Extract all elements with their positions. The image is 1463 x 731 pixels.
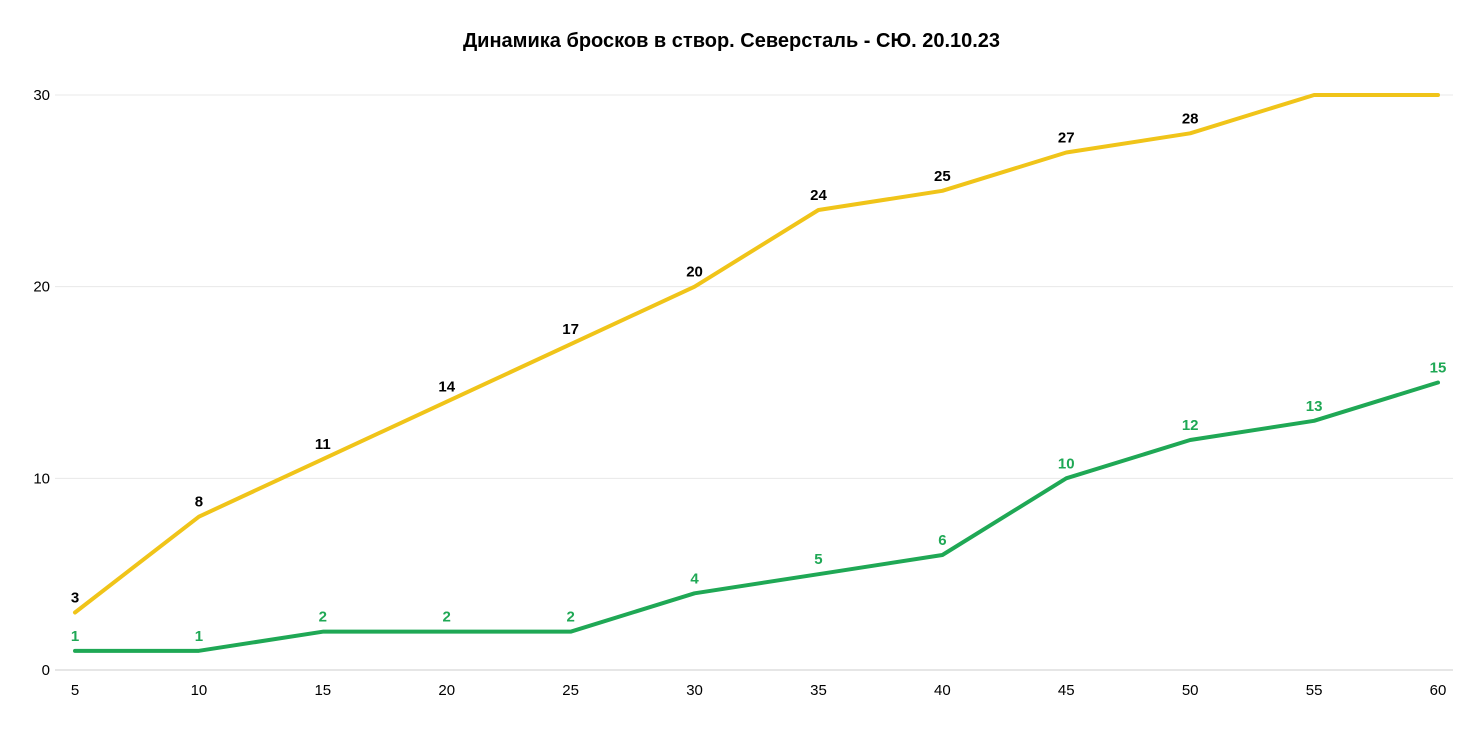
data-label: 10 [1058, 455, 1075, 472]
x-axis-label: 10 [191, 682, 208, 699]
data-label: 12 [1182, 417, 1199, 434]
data-label: 5 [814, 551, 822, 568]
x-axis-label: 35 [810, 682, 827, 699]
data-label: 3 [71, 590, 79, 607]
chart-container: Динамика бросков в створ. Северсталь - С… [0, 0, 1463, 731]
data-label: 8 [195, 494, 203, 511]
data-label: 11 [315, 436, 331, 453]
x-axis-label: 60 [1430, 682, 1447, 699]
data-label: 14 [438, 379, 455, 396]
data-label: 1 [71, 628, 79, 645]
data-label: 17 [562, 321, 579, 338]
series-line-0 [75, 95, 1438, 613]
x-axis-label: 15 [314, 682, 331, 699]
data-label: 2 [566, 609, 574, 626]
y-axis-label: 10 [33, 470, 50, 487]
x-axis-label: 5 [71, 682, 79, 699]
data-label: 28 [1182, 110, 1199, 127]
data-label: 13 [1306, 398, 1323, 415]
x-axis-label: 55 [1306, 682, 1323, 699]
data-label: 15 [1430, 360, 1447, 377]
data-label: 6 [938, 532, 946, 549]
y-axis-label: 30 [33, 87, 50, 104]
series-line-1 [75, 383, 1438, 651]
data-label: 20 [686, 264, 703, 281]
data-label: 2 [319, 609, 327, 626]
data-label: 4 [690, 570, 699, 587]
data-label: 2 [443, 609, 451, 626]
y-axis-label: 0 [42, 662, 50, 679]
data-label: 25 [934, 168, 951, 185]
x-axis-label: 45 [1058, 682, 1075, 699]
data-label: 27 [1058, 130, 1075, 147]
x-axis-label: 30 [686, 682, 703, 699]
chart-title: Динамика бросков в створ. Северсталь - С… [0, 30, 1463, 53]
data-label: 24 [810, 187, 827, 204]
x-axis-label: 25 [562, 682, 579, 699]
x-axis-label: 40 [934, 682, 951, 699]
y-axis-label: 20 [33, 279, 50, 296]
x-axis-label: 50 [1182, 682, 1199, 699]
x-axis-label: 20 [438, 682, 455, 699]
data-label: 1 [195, 628, 203, 645]
chart-svg: 0102030510152025303540455055603811141720… [0, 0, 1463, 731]
